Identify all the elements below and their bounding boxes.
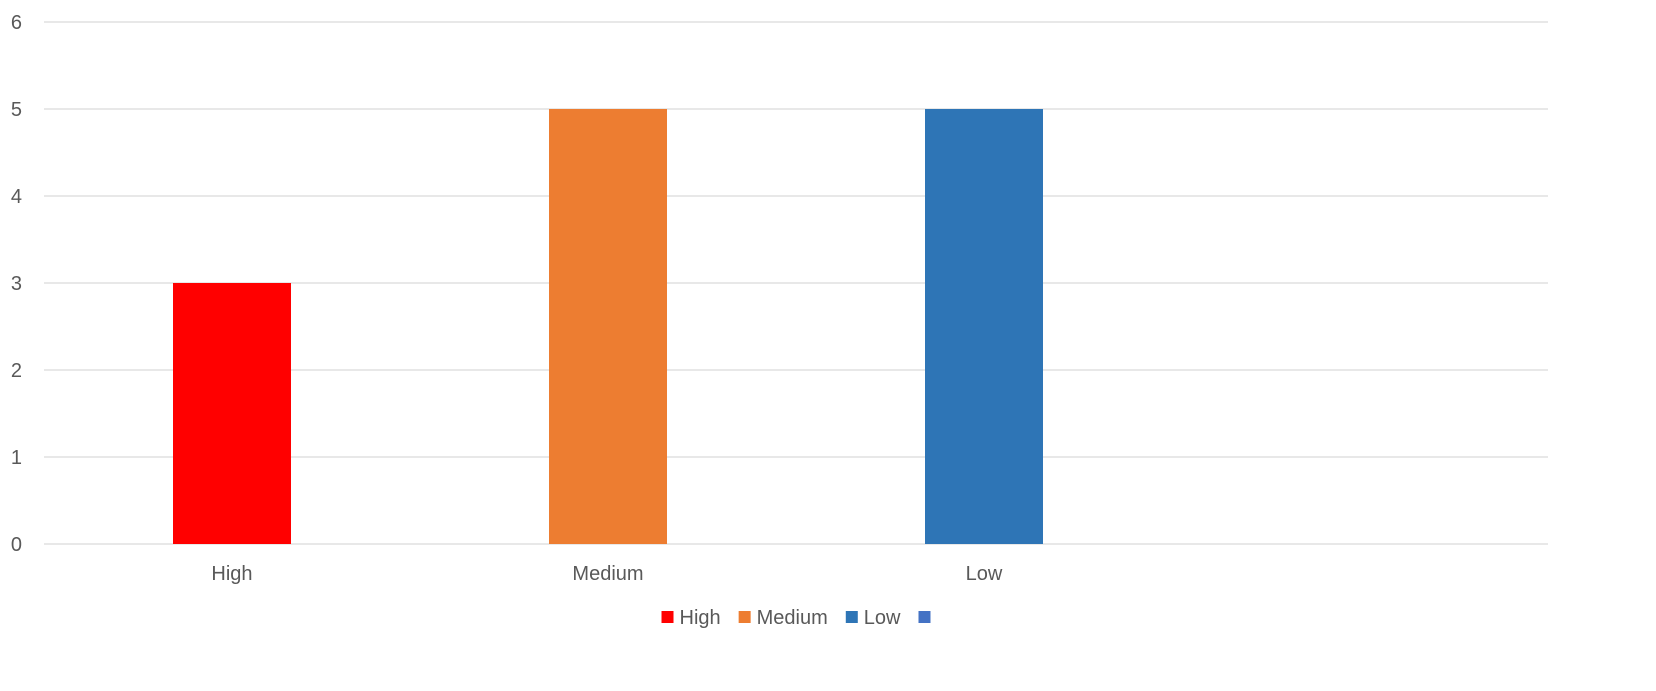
legend-item: Low	[845, 607, 901, 629]
x-tick-label: Low	[966, 563, 1003, 585]
legend-label: Low	[864, 607, 901, 629]
y-tick-label: 5	[11, 99, 22, 121]
x-tick-label: Medium	[572, 563, 643, 585]
legend-label: High	[680, 607, 721, 629]
y-tick-label: 0	[11, 534, 22, 556]
y-tick-label: 2	[11, 360, 22, 382]
y-tick-label: 6	[11, 12, 22, 34]
legend-label: Medium	[757, 607, 828, 629]
legend-item: Medium	[738, 607, 828, 629]
bar-medium	[549, 109, 667, 544]
legend-swatch	[738, 611, 751, 623]
y-tick-label: 3	[11, 273, 22, 295]
legend-item	[918, 611, 931, 623]
x-tick-label: High	[211, 563, 252, 585]
bar-low	[925, 109, 1043, 544]
gridlines	[44, 21, 1548, 545]
y-tick-label: 4	[11, 186, 22, 208]
legend-swatch	[845, 611, 858, 623]
legend-swatch	[918, 611, 931, 623]
bar-high	[173, 283, 291, 544]
bars	[173, 109, 1043, 544]
x-axis-labels: High Medium Low	[211, 563, 1002, 585]
legend: High Medium Low	[661, 607, 931, 629]
y-tick-label: 1	[11, 447, 22, 469]
y-axis-ticks: 0 1 2 3 4 5 6	[11, 12, 22, 556]
legend-item: High	[661, 607, 721, 629]
legend-swatch	[661, 611, 674, 623]
